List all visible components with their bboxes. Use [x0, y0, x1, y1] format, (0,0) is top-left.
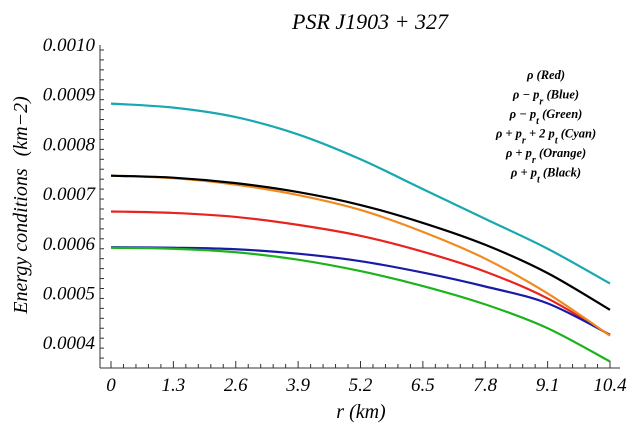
legend: ρ (Red)ρ − pr (Blue)ρ − pt (Green)ρ + pr…	[495, 68, 596, 185]
axis-ticks	[100, 49, 611, 369]
legend-expression: ρ + p	[505, 146, 532, 160]
legend-color-tag: (Orange)	[536, 146, 586, 160]
x-tick-label: 9.1	[536, 375, 560, 396]
legend-color-tag: (Red)	[533, 68, 565, 82]
legend-color-tag: (Cyan)	[558, 127, 597, 141]
x-axis-label: r (km)	[336, 401, 386, 423]
x-tick-labels: 0 1.3 2.6 3.9 5.2 6.5 7.8 9.1 10.4	[106, 375, 627, 396]
legend-entry: ρ + pt (Black)	[510, 166, 581, 186]
x-tick-label: 2.6	[224, 375, 248, 396]
x-tick-label: 10.4	[593, 375, 627, 396]
series-line-cyan	[110, 102, 611, 285]
y-tick-label: 0.0010	[43, 35, 96, 56]
legend-entry: ρ − pt (Green)	[509, 107, 583, 127]
series-line-blue	[110, 246, 611, 336]
y-tick-label: 0.0004	[43, 333, 96, 354]
legend-expression: ρ + p	[495, 127, 522, 141]
legend-expression-part: + 2 p	[526, 127, 555, 141]
legend-color-tag: (Black)	[540, 166, 581, 180]
x-tick-label: 1.3	[162, 375, 186, 396]
series-line-green	[110, 246, 611, 363]
y-tick-label: 0.0007	[43, 184, 97, 205]
legend-color-tag: (Blue)	[543, 88, 579, 102]
series-line-black	[110, 174, 611, 311]
plot-frame	[99, 45, 620, 369]
y-tick-labels: 0.0004 0.0005 0.0006 0.0007 0.0008 0.0009 0.00…	[43, 35, 97, 354]
legend-subscript: r	[539, 96, 543, 107]
x-tick-label: 3.9	[285, 375, 310, 396]
x-tick-label: 6.5	[411, 375, 435, 396]
legend-entry: ρ − pr (Blue)	[512, 88, 579, 108]
legend-expression: ρ + p	[510, 166, 537, 180]
y-tick-label: 0.0005	[43, 283, 95, 304]
y-tick-label: 0.0008	[43, 134, 96, 155]
x-tick-label: 0	[106, 375, 116, 396]
y-axis-label-unit: (km−2)	[10, 96, 32, 156]
legend-expression: ρ − p	[509, 107, 537, 121]
legend-subscript: t	[555, 135, 559, 146]
series-line-red	[110, 210, 611, 337]
y-axis-label: Energy conditions (km−2)	[10, 96, 32, 315]
legend-expression: ρ	[526, 68, 534, 82]
x-tick-label: 5.2	[349, 375, 373, 396]
y-axis-label-text: Energy conditions	[10, 168, 32, 315]
legend-entry: ρ (Red)	[526, 68, 565, 82]
legend-subscript: t	[536, 116, 540, 127]
x-tick-label: 7.8	[473, 375, 497, 396]
legend-entry: ρ + pr (Orange)	[505, 146, 586, 166]
y-tick-label: 0.0006	[43, 234, 96, 255]
legend-color-tag: (Green)	[539, 107, 582, 121]
chart-title: PSR J1903 + 327	[291, 9, 449, 34]
y-tick-label: 0.0009	[43, 85, 96, 106]
series-line-orange	[110, 174, 611, 337]
series-lines	[110, 102, 611, 363]
legend-subscript: r	[522, 135, 526, 146]
legend-entry: ρ + pr + 2 pt (Cyan)	[495, 127, 596, 147]
legend-subscript: t	[537, 174, 541, 185]
legend-subscript: r	[532, 155, 536, 166]
legend-expression: ρ − p	[512, 88, 540, 102]
